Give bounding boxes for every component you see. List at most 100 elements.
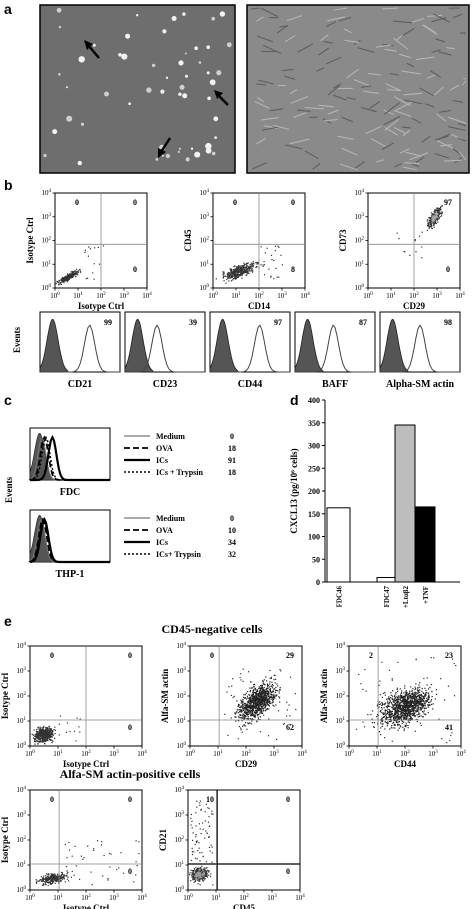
event-dot [43,727,45,729]
y-axis-label: Events [4,477,14,504]
event-dot [272,690,274,692]
event-dot [382,703,384,705]
event-dot [269,690,271,692]
event-dot [39,740,41,742]
event-dot [242,271,244,273]
event-dot [49,730,51,732]
event-dot [395,706,397,708]
event-dot [423,696,425,698]
event-dot [232,272,234,274]
quadrant-value: 0 [233,198,237,207]
event-dot [209,875,212,877]
event-dot [271,685,273,687]
event-dot [227,272,229,274]
event-dot [244,706,247,708]
event-dot [430,220,432,222]
event-dot [190,874,192,876]
event-dot [71,855,73,857]
event-dot [41,884,44,886]
cell-mark [125,33,131,39]
cell-mark [439,144,453,147]
event-dot [420,694,422,696]
event-dot [409,697,411,699]
legend-value: 34 [228,538,236,547]
event-dot [388,705,390,707]
event-dot [97,840,99,842]
event-dot [290,676,292,678]
event-dot [256,721,258,723]
event-dot [430,212,432,214]
event-dot [264,693,266,695]
event-dot [272,696,274,698]
event-dot [397,701,399,703]
event-dot [406,705,408,707]
event-dot [413,708,415,710]
event-dot [263,699,265,701]
event-dot [240,710,242,712]
event-dot [384,728,386,730]
event-dot [409,706,411,708]
event-dot [42,883,44,885]
event-dot [247,697,249,699]
event-dot [252,701,254,703]
x-axis-label: CD44 [394,759,416,769]
event-dot [109,866,111,868]
event-dot [50,883,52,886]
event-dot [268,700,271,702]
event-dot [66,275,68,277]
cell-mark [155,158,159,161]
event-dot [62,877,64,879]
event-dot [51,731,53,733]
x-tick-label: 102 [81,894,91,902]
event-dot [254,683,256,686]
event-dot [69,276,71,278]
event-dot [404,691,406,693]
event-dot [422,704,424,706]
event-dot [205,870,207,872]
event-dot [252,694,254,696]
event-dot [436,215,438,218]
event-dot [51,879,53,881]
event-dot [411,717,413,719]
event-dot [50,728,52,730]
event-dot [394,703,396,705]
event-dot [53,879,55,881]
event-dot [399,707,401,709]
cell-mark [383,115,401,126]
x-tick-label: 101 [73,292,83,300]
event-dot [396,705,398,707]
event-dot [189,874,191,876]
event-dot [67,277,70,279]
event-dot [266,690,268,692]
event-dot [251,695,253,697]
event-dot [47,879,49,881]
event-dot [371,722,373,724]
event-dot [251,263,253,266]
event-dot [430,217,432,219]
y-tick-label: 100 [17,742,27,750]
panel-label-c: c [4,392,12,408]
event-dot [270,698,272,700]
x-tick-label: 102 [239,894,249,902]
event-dot [79,718,81,720]
event-dot [431,227,433,229]
cell-mark [422,24,438,35]
event-dot [254,697,256,699]
event-dot [249,703,251,705]
event-dot [386,713,388,715]
event-dot [401,709,403,711]
event-dot [36,728,38,731]
event-dot [386,702,388,704]
cell-mark [421,135,431,143]
event-dot [40,734,43,736]
event-dot [249,264,251,266]
legend-label: ICs + Trypsin [156,468,203,477]
event-dot [403,696,405,698]
event-dot [396,715,398,717]
event-dot [433,219,435,221]
event-dot [398,717,400,719]
event-dot [415,698,417,700]
event-dot [425,699,427,702]
